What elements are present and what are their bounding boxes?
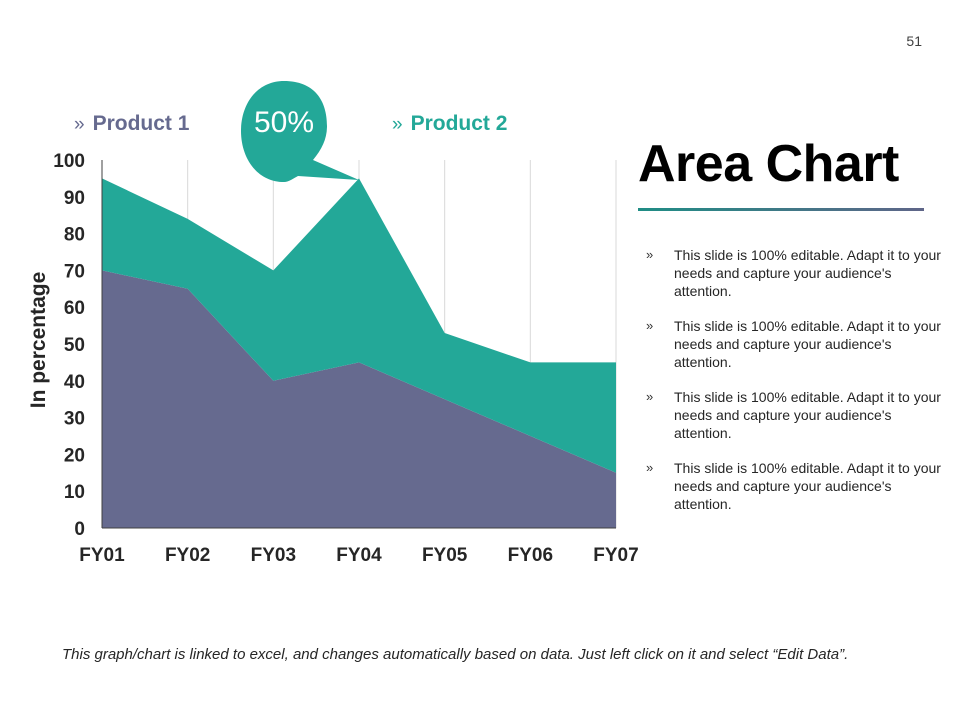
bullet-marker-icon: »	[646, 318, 654, 333]
y-tick-label: 50	[64, 335, 85, 356]
y-tick-label: 100	[53, 151, 85, 172]
bullet-item: » This slide is 100% editable. Adapt it …	[646, 388, 946, 442]
page-number: 51	[906, 33, 922, 49]
footnote: This graph/chart is linked to excel, and…	[62, 646, 849, 663]
bullet-text: This slide is 100% editable. Adapt it to…	[674, 460, 941, 512]
x-tick-label: FY01	[79, 545, 125, 566]
y-tick-label: 0	[74, 519, 85, 540]
x-tick-label: FY07	[593, 545, 638, 566]
callout-value: 50%	[253, 106, 315, 139]
area-series-2[interactable]	[102, 178, 616, 473]
bullet-item: » This slide is 100% editable. Adapt it …	[646, 459, 946, 513]
bullet-marker-icon: »	[646, 460, 654, 475]
slide-title: Area Chart	[638, 135, 899, 193]
area-series-1[interactable]	[102, 270, 616, 528]
y-tick-label: 40	[64, 372, 85, 393]
x-tick-label: FY03	[251, 545, 296, 566]
y-axis-title: In percentage	[27, 272, 50, 409]
x-tick-label: FY04	[336, 545, 382, 566]
legend-product-1[interactable]: » Product 1	[74, 112, 189, 136]
legend-label: Product 1	[92, 112, 190, 135]
legend-marker-icon: »	[74, 114, 85, 135]
legend-product-2[interactable]: » Product 2	[392, 112, 507, 136]
callout-bubble	[241, 81, 359, 182]
y-tick-label: 10	[64, 482, 85, 503]
y-tick-label: 30	[64, 409, 85, 430]
title-underline	[638, 208, 924, 211]
y-tick-label: 90	[64, 188, 85, 209]
bullet-item: » This slide is 100% editable. Adapt it …	[646, 317, 946, 371]
bullet-text: This slide is 100% editable. Adapt it to…	[674, 318, 941, 370]
x-tick-label: FY02	[165, 545, 210, 566]
legend-marker-icon: »	[392, 114, 403, 135]
y-tick-label: 70	[64, 261, 85, 282]
legend-label: Product 2	[410, 112, 508, 135]
bullet-list: » This slide is 100% editable. Adapt it …	[646, 246, 946, 530]
y-tick-label: 60	[64, 298, 85, 319]
y-tick-label: 20	[64, 445, 85, 466]
bullet-text: This slide is 100% editable. Adapt it to…	[674, 247, 941, 299]
x-tick-label: FY06	[508, 545, 553, 566]
bullet-text: This slide is 100% editable. Adapt it to…	[674, 389, 941, 441]
x-tick-label: FY05	[422, 545, 468, 566]
bullet-marker-icon: »	[646, 389, 654, 404]
bullet-marker-icon: »	[646, 247, 654, 262]
y-tick-label: 80	[64, 225, 85, 246]
bullet-item: » This slide is 100% editable. Adapt it …	[646, 246, 946, 300]
